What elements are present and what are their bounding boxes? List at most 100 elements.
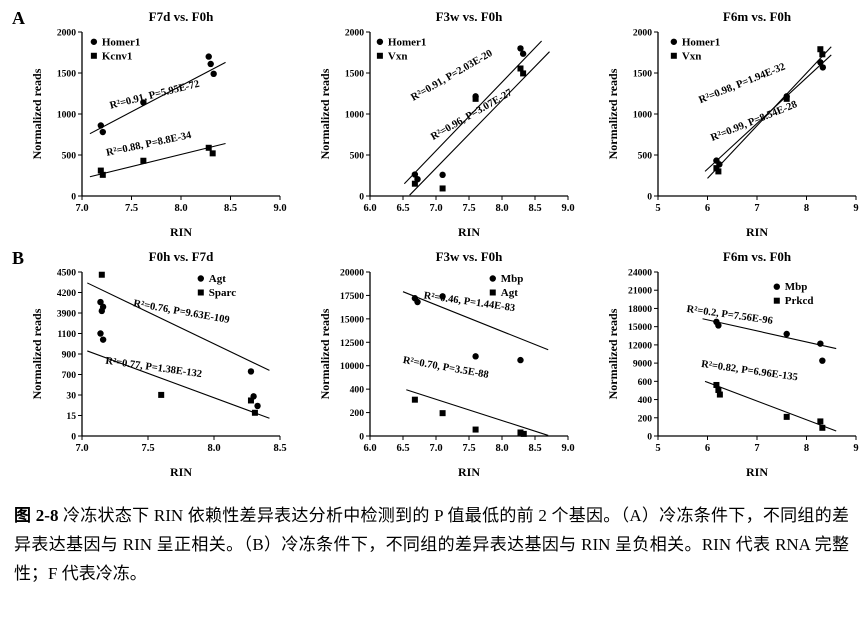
data-point-mbp [783, 330, 790, 338]
data-point-agt [411, 396, 418, 403]
legend-marker-square [670, 52, 677, 59]
y-axis-label: Normalized reads [606, 68, 620, 159]
x-tick-label: 8.0 [495, 443, 508, 454]
y-tick-label: 1100 [57, 329, 76, 340]
y-tick-label: 200 [350, 408, 365, 419]
data-point-agt [247, 368, 255, 375]
data-point-prkcd [715, 386, 722, 393]
data-point-vxn [713, 165, 720, 172]
x-tick-label: 8.5 [528, 203, 541, 214]
stats-annotation: R²=0.99, P=8.54E-28 [709, 99, 799, 144]
data-point-sparc [247, 397, 254, 404]
legend-marker-square [90, 52, 97, 59]
y-tick-label: 15000 [340, 314, 364, 325]
data-point-agt [439, 410, 446, 417]
data-point-homer1 [517, 45, 524, 52]
x-tick-label: 8.0 [174, 203, 187, 214]
x-tick-label: 6.0 [363, 203, 376, 214]
x-tick-label: 8 [804, 443, 809, 454]
chart-svg: F6m vs. F0h 0 200 400 600 9000 12000 15000 18000… [606, 249, 859, 479]
data-point-homer1 [140, 99, 147, 106]
y-tick-label: 20000 [340, 268, 364, 279]
data-point-mbp [439, 293, 446, 300]
data-point-vxn [817, 46, 824, 53]
data-point-mbp [819, 357, 826, 364]
stats-annotation: R²=0.98, P=1.94E-32 [697, 61, 787, 106]
y-axis-label: Normalized reads [318, 308, 332, 399]
legend-marker-circle [197, 275, 204, 282]
legend-label: Vxn [682, 50, 702, 62]
y-tick-label: 600 [638, 377, 653, 388]
y-tick-label: 15000 [628, 322, 652, 333]
y-tick-label: 900 [62, 350, 77, 361]
chart-title: F3w vs. F0h [436, 9, 504, 24]
data-point-mbp [817, 340, 824, 347]
x-tick-label: 8 [804, 203, 809, 214]
data-point-vxn [411, 180, 418, 187]
legend-marker-circle [376, 38, 384, 45]
data-point-vxn [472, 95, 479, 102]
figure-page: A F7d vs. F0h 0 500 1000 1500 2000 7.0 7.5 8.0 8.… [2, 6, 861, 583]
data-point-kcnv1 [99, 171, 106, 178]
x-tick-label: 7.0 [75, 443, 88, 454]
data-point-agt [517, 429, 524, 436]
data-point-prkcd [716, 391, 723, 398]
data-point-agt [97, 298, 104, 306]
y-tick-label: 2000 [633, 28, 652, 39]
data-point-homer1 [519, 50, 527, 57]
x-axis-label: RIN [170, 465, 192, 479]
data-point-kcnv1 [97, 167, 104, 174]
chart-svg: F3w vs. F0h 0 500 1000 1500 2000 6.0 6.5 7.0 7.5 8… [318, 9, 575, 239]
x-tick-label: 7.0 [75, 203, 88, 214]
data-point-agt [254, 402, 261, 410]
x-axis-label: RIN [458, 465, 480, 479]
chart-title: F6m vs. F0h [723, 9, 792, 24]
panel-row-a: A F7d vs. F0h 0 500 1000 1500 2000 7.0 7.5 8.0 8.… [2, 6, 861, 240]
data-point-agt [472, 426, 479, 433]
chart-f0h-vs-f7d: F0h vs. F7d 0 15 30 700 900 1100 3900 4200 4500 7.… [30, 246, 288, 480]
y-tick-label: 0 [359, 432, 364, 443]
y-tick-label: 0 [71, 192, 76, 203]
y-tick-label: 1000 [633, 110, 652, 121]
trend-line [87, 282, 270, 371]
chart-f6m-vs-f0h-positive: F6m vs. F0h 0 500 1000 1500 2000 5 6 7 8 9 RIN Norma… [606, 6, 864, 240]
legend-label: Mbp [501, 273, 524, 285]
x-axis-label: RIN [170, 225, 192, 239]
data-point-vxn [819, 51, 826, 58]
legend-label: Agt [501, 287, 518, 299]
y-axis-label: Normalized reads [318, 68, 332, 159]
x-tick-label: 5 [655, 443, 660, 454]
legend-label: Kcnv1 [102, 50, 133, 62]
x-tick-label: 9.0 [273, 203, 286, 214]
y-tick-label: 500 [62, 151, 77, 162]
chart-title: F0h vs. F7d [149, 249, 214, 264]
y-tick-label: 2000 [345, 28, 364, 39]
data-point-vxn [517, 65, 524, 72]
y-tick-label: 500 [638, 151, 653, 162]
legend-marker-circle [773, 283, 780, 290]
stats-annotation: R²=0.91, P=2.03E-20 [409, 48, 494, 104]
y-tick-label: 0 [647, 192, 652, 203]
x-tick-label: 6.5 [396, 443, 409, 454]
panel-row-b: B F0h vs. F7d 0 15 30 700 900 1100 3900 4200 4500… [2, 246, 861, 480]
y-tick-label: 1500 [57, 69, 76, 80]
x-tick-label: 7.5 [462, 443, 475, 454]
y-tick-label: 1000 [57, 110, 76, 121]
legend-marker-square [197, 289, 204, 296]
legend-label: Prkcd [785, 295, 814, 307]
data-point-homer1 [210, 70, 217, 78]
legend-label: Homer1 [682, 36, 720, 48]
data-point-agt [99, 336, 107, 343]
x-tick-label: 8.0 [495, 203, 508, 214]
trend-line [89, 142, 226, 178]
caption-text: 冷冻状态下 RIN 依赖性差异表达分析中检测到的 P 值最低的前 2 个基因。（… [14, 506, 849, 583]
x-tick-label: 7.5 [125, 203, 138, 214]
chart-f7d-vs-f0h: F7d vs. F0h 0 500 1000 1500 2000 7.0 7.5 8.0 8.5 9… [30, 6, 288, 240]
x-tick-label: 9 [853, 443, 858, 454]
panel-a-label: A [12, 8, 25, 28]
panel-b-charts: F0h vs. F7d 0 15 30 700 900 1100 3900 4200 4500 7.… [30, 246, 861, 480]
stats-annotation: R²=0.91, P=5.95E-72 [109, 79, 201, 112]
caption-label: 图 2-8 [14, 506, 59, 525]
trend-line [707, 46, 832, 179]
x-tick-label: 8.5 [224, 203, 237, 214]
